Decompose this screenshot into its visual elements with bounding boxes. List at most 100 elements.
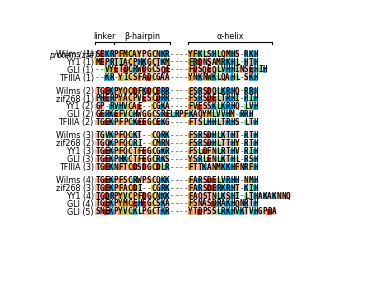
Text: H: H [253, 192, 258, 201]
Text: C: C [151, 176, 156, 185]
Text: K: K [165, 192, 169, 201]
Bar [118, 67, 123, 73]
Bar [118, 88, 123, 94]
Bar [221, 185, 225, 191]
Bar [221, 104, 225, 110]
Bar [193, 112, 197, 117]
Bar [100, 96, 104, 102]
Bar [188, 75, 193, 81]
Bar [95, 164, 100, 170]
Bar [244, 185, 248, 191]
Text: N: N [156, 50, 160, 59]
Text: Q: Q [235, 199, 239, 208]
Bar [225, 88, 230, 94]
Bar [202, 75, 207, 81]
Text: S: S [165, 155, 169, 164]
Bar [253, 96, 258, 102]
Bar [151, 59, 155, 65]
Text: H: H [253, 58, 258, 67]
Text: G: G [156, 147, 160, 156]
Bar [193, 104, 197, 110]
Text: C: C [151, 199, 156, 208]
Bar [216, 67, 220, 73]
Text: K: K [221, 155, 225, 164]
Bar [137, 133, 141, 139]
Text: -: - [183, 73, 188, 82]
Bar [128, 156, 132, 162]
Text: F: F [118, 118, 123, 127]
Bar [104, 120, 109, 125]
Bar [207, 112, 211, 117]
Bar [128, 75, 132, 81]
Bar [249, 67, 253, 73]
Text: C: C [128, 147, 132, 156]
Bar [258, 193, 262, 199]
Text: M: M [216, 163, 221, 172]
Bar [207, 149, 211, 154]
Text: R: R [109, 50, 114, 59]
Text: F: F [207, 147, 211, 156]
Text: T: T [95, 199, 100, 208]
Text: M: M [165, 58, 169, 67]
Text: F: F [188, 184, 193, 193]
Text: F: F [188, 163, 193, 172]
Text: T: T [156, 58, 160, 67]
Bar [156, 51, 160, 57]
Bar [193, 149, 197, 154]
Text: H: H [118, 102, 123, 111]
Bar [137, 164, 141, 170]
Bar [151, 104, 155, 110]
Bar [244, 96, 248, 102]
Text: K: K [221, 163, 225, 172]
Text: A: A [165, 102, 169, 111]
Bar [225, 178, 230, 183]
Bar [244, 164, 248, 170]
Bar [249, 156, 253, 162]
Bar [123, 133, 127, 139]
Text: S: S [207, 58, 211, 67]
Text: S: S [202, 176, 207, 185]
Bar [100, 185, 104, 191]
Bar [142, 88, 146, 94]
Text: S: S [244, 65, 249, 74]
Text: F: F [118, 139, 123, 148]
Bar [128, 164, 132, 170]
Bar [235, 201, 239, 207]
Text: K: K [109, 87, 114, 95]
Bar [225, 185, 230, 191]
Bar [188, 51, 193, 57]
Text: F: F [188, 176, 193, 185]
Text: R: R [109, 58, 114, 67]
Text: Y: Y [188, 50, 193, 59]
Bar [128, 201, 132, 207]
Text: L: L [202, 118, 207, 127]
Bar [156, 141, 160, 146]
Text: C: C [151, 50, 156, 59]
Bar [114, 178, 118, 183]
Bar [197, 209, 202, 215]
Bar [142, 67, 146, 73]
Text: E: E [104, 176, 109, 185]
Text: -: - [142, 102, 146, 111]
Text: G: G [146, 110, 151, 119]
Text: -: - [174, 199, 179, 208]
Text: H: H [230, 163, 235, 172]
Text: F: F [118, 147, 123, 156]
Bar [123, 75, 127, 81]
Text: R: R [216, 199, 221, 208]
Text: -: - [142, 131, 146, 140]
Bar [249, 193, 253, 199]
Text: S: S [95, 50, 100, 59]
Bar [165, 141, 169, 146]
Bar [230, 149, 234, 154]
Text: -: - [114, 73, 118, 82]
Bar [263, 193, 267, 199]
Bar [132, 185, 137, 191]
Bar [235, 51, 239, 57]
Text: Q: Q [235, 102, 239, 111]
Text: F: F [137, 192, 142, 201]
Text: L: L [235, 155, 239, 164]
Text: L: L [244, 102, 249, 111]
Bar [230, 201, 234, 207]
Text: V: V [221, 176, 225, 185]
